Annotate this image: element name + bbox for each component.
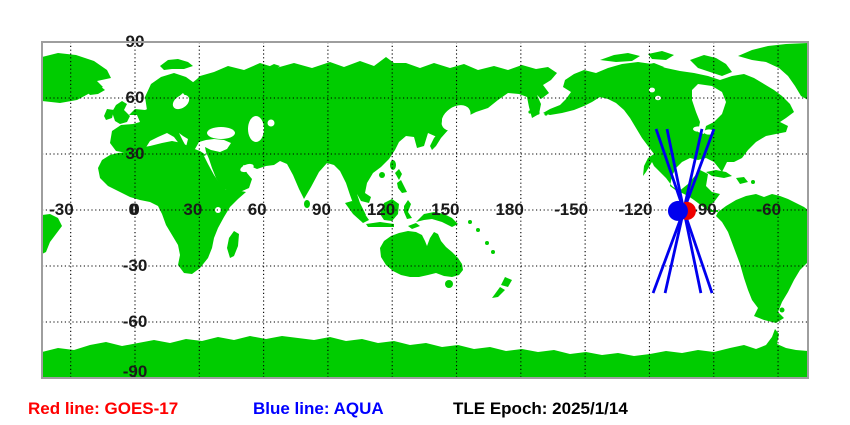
lon-tick-label--30: -30 <box>49 200 74 219</box>
lon-tick-label-90: 90 <box>312 200 331 219</box>
sea-hudson-bay <box>692 84 726 134</box>
landmass-antarctica <box>42 329 808 378</box>
map-frame <box>41 41 809 379</box>
lon-tick-label-180: 180 <box>495 200 523 219</box>
sea-persian-gulf <box>240 163 254 173</box>
landmass-cuba <box>706 170 732 178</box>
legend-blue-line-aqua: Blue line: AQUA <box>253 399 384 418</box>
landmass-eurasia <box>110 57 557 217</box>
landmass-philippines-luzon <box>395 169 402 180</box>
landmass-timor <box>408 223 420 229</box>
legend-tle-epoch: TLE Epoch: 2025/1/14 <box>453 399 628 418</box>
landmass-ireland <box>104 109 114 120</box>
landmass-australia <box>380 231 463 277</box>
landmass-britain <box>112 101 130 124</box>
landmass-sumatra <box>345 201 369 223</box>
landmass-brazil-east-sliver <box>42 214 62 254</box>
landmass-japan-honshu <box>430 126 449 150</box>
landmass-south-america <box>716 194 808 323</box>
landmass-new-zealand-south <box>492 287 505 298</box>
lon-tick-label-30: 30 <box>183 200 202 219</box>
landmass-arctic-island <box>600 53 640 62</box>
lat-tick-label-30: 30 <box>126 144 145 163</box>
landmass-pacific-island <box>485 241 489 245</box>
sea-aral <box>267 119 275 127</box>
lat-tick-label-0: 0 <box>130 200 139 219</box>
landmass-falkland <box>779 307 785 313</box>
lat-tick-label--60: -60 <box>123 312 148 331</box>
lon-tick-label-0: 0 <box>129 200 138 219</box>
landmass-pacific-island <box>476 228 480 232</box>
sea-baltic <box>172 94 190 110</box>
marker-layer <box>667 200 696 221</box>
lake-great-bear <box>649 87 655 93</box>
landmass-hainan <box>379 172 385 178</box>
landmass-greenland-east <box>738 43 808 100</box>
landmass-aleutian-island <box>536 111 540 115</box>
landmass-puerto-rico <box>751 180 755 184</box>
landmass-svalbard <box>160 59 193 70</box>
landmass-hispaniola <box>736 177 748 184</box>
lon-tick-label-150: 150 <box>431 200 459 219</box>
landmass-victoria-island <box>640 63 664 71</box>
landmass-pacific-island <box>491 250 495 254</box>
lon-tick-label--90: -90 <box>692 200 717 219</box>
landmass-aleutian-island <box>528 110 532 114</box>
landmass-africa <box>98 141 246 274</box>
landmass-borneo <box>380 199 399 221</box>
lat-tick-label--30: -30 <box>123 256 148 275</box>
lon-tick-label--60: -60 <box>756 200 781 219</box>
lon-tick-label--120: -120 <box>618 200 652 219</box>
landmass-taiwan <box>390 160 396 170</box>
aqua-marker <box>667 200 688 221</box>
landmass-aleutian-island <box>544 112 548 116</box>
sea-caspian <box>248 116 264 142</box>
sea-black <box>207 127 235 139</box>
landmass-new-guinea <box>416 212 458 227</box>
landmass-iceland <box>87 86 105 95</box>
landmass-pacific-island <box>468 220 472 224</box>
landmass-madagascar <box>227 231 239 258</box>
lon-tick-label-60: 60 <box>248 200 267 219</box>
landmass-sri-lanka <box>304 200 310 208</box>
landmass-sakhalin <box>433 114 443 134</box>
lat-tick-label--90: -90 <box>123 362 148 381</box>
lon-tick-label-120: 120 <box>367 200 395 219</box>
landmass-arctic-island <box>648 51 674 60</box>
landmass-baffin-island <box>690 55 732 76</box>
lon-tick-label--150: -150 <box>554 200 588 219</box>
landmass-philippines-south <box>397 180 407 193</box>
legend-red-line-goes17: Red line: GOES-17 <box>28 399 179 418</box>
label-layer: -30 0 30 60 90 120 150 180 -150 -120 -90 -609060300… <box>49 32 781 381</box>
landmass-tasmania <box>445 280 453 288</box>
landmass-java <box>366 222 394 227</box>
landmass-new-zealand-north <box>501 277 512 287</box>
lat-tick-label-60: 60 <box>126 88 145 107</box>
grid-layer <box>42 42 808 378</box>
